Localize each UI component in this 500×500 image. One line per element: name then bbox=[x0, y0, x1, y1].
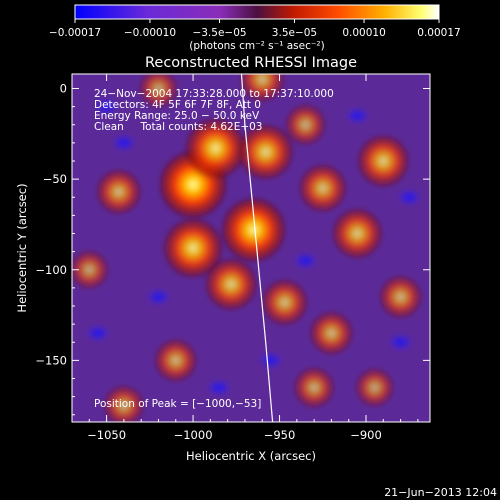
y-axis-label: Heliocentric Y (arcsec) bbox=[15, 183, 29, 312]
emission-source bbox=[377, 274, 424, 320]
colorbar-tick-label: 3.5e−05 bbox=[272, 27, 317, 39]
y-tick-label: −150 bbox=[35, 353, 67, 367]
colorbar-tick-label: −0.00010 bbox=[124, 27, 176, 39]
emission-source bbox=[219, 195, 288, 265]
emission-source bbox=[236, 122, 296, 182]
colorbar: −0.00017 −0.00010 −3.5e−05 3.5e−05 0.00010 0.… bbox=[49, 4, 461, 52]
emission-source bbox=[297, 162, 349, 214]
colorbar-tick-label: 0.00017 bbox=[417, 27, 460, 39]
emission-source bbox=[354, 366, 396, 409]
low-intensity-region bbox=[395, 187, 424, 208]
emission-source bbox=[355, 133, 411, 189]
emission-source bbox=[152, 337, 199, 384]
x-tick-label: −900 bbox=[350, 428, 382, 442]
plot-frame bbox=[71, 73, 431, 423]
emission-source bbox=[102, 383, 146, 422]
info-time-range: 24−Nov−2004 17:33:28.000 to 17:37:10.000 bbox=[94, 88, 334, 100]
low-intensity-region bbox=[343, 105, 372, 126]
info-clean-counts: Clean Total counts: 4.62E+03 bbox=[94, 121, 263, 133]
y-tick-label: −50 bbox=[43, 172, 67, 186]
emission-source bbox=[137, 74, 180, 110]
emission-source bbox=[330, 206, 385, 261]
colorbar-gradient bbox=[75, 5, 439, 19]
plot-area: −1050 −1000 −950 −900 0 −50 −100 −150 bbox=[35, 73, 431, 442]
emission-source bbox=[72, 249, 110, 291]
emission-sources bbox=[72, 74, 424, 422]
low-intensity-region bbox=[291, 250, 320, 271]
solar-limb-curve bbox=[240, 74, 274, 422]
info-detectors: Detectors: 4F 5F 6F 7F 8F, Att 0 bbox=[94, 99, 261, 111]
colorbar-tick-label: 0.00010 bbox=[342, 27, 385, 39]
colorbar-unit-label: (photons cm⁻² s⁻¹ asec⁻²) bbox=[189, 40, 324, 52]
low-intensity-region bbox=[92, 96, 121, 117]
y-tick-label: −100 bbox=[35, 263, 67, 277]
low-intensity-regions bbox=[83, 96, 424, 398]
low-intensity-region bbox=[205, 377, 234, 398]
low-intensity-region bbox=[144, 286, 173, 307]
x-axis-label: Heliocentric X (arcsec) bbox=[186, 449, 316, 463]
x-tick-label: −950 bbox=[264, 428, 296, 442]
x-tick-label: −1050 bbox=[87, 428, 126, 442]
emission-source bbox=[161, 216, 225, 280]
low-intensity-region bbox=[109, 132, 138, 153]
low-intensity-region bbox=[83, 323, 112, 344]
low-intensity-region bbox=[386, 332, 415, 353]
emission-source bbox=[283, 103, 328, 147]
emission-source bbox=[292, 365, 336, 410]
colorbar-ticks: −0.00017 −0.00010 −3.5e−05 3.5e−05 0.00010 0.… bbox=[49, 19, 461, 39]
colorbar-tick-label: −0.00017 bbox=[49, 27, 101, 39]
x-tick-label: −1000 bbox=[174, 428, 213, 442]
emission-source bbox=[183, 116, 248, 181]
info-energy-range: Energy Range: 25.0 − 50.0 keV bbox=[94, 110, 260, 122]
peak-position-label: Position of Peak = [−1000,−53] bbox=[94, 398, 261, 410]
emission-source bbox=[203, 256, 259, 312]
emission-source bbox=[308, 309, 355, 357]
emission-source bbox=[94, 167, 143, 216]
emission-source bbox=[238, 74, 287, 104]
axis-ticks: −1050 −1000 −950 −900 0 −50 −100 −150 bbox=[35, 74, 430, 442]
colorbar-tick-label: −3.5e−05 bbox=[192, 27, 246, 39]
low-intensity-region bbox=[256, 350, 285, 371]
y-tick-label: 0 bbox=[60, 82, 67, 96]
observation-info: 24−Nov−2004 17:33:28.000 to 17:37:10.000… bbox=[94, 88, 334, 133]
date-stamp: 21−Jun−2013 12:04 bbox=[384, 486, 497, 499]
chart-title: Reconstructed RHESSI Image bbox=[145, 55, 357, 71]
emission-source bbox=[260, 277, 310, 327]
